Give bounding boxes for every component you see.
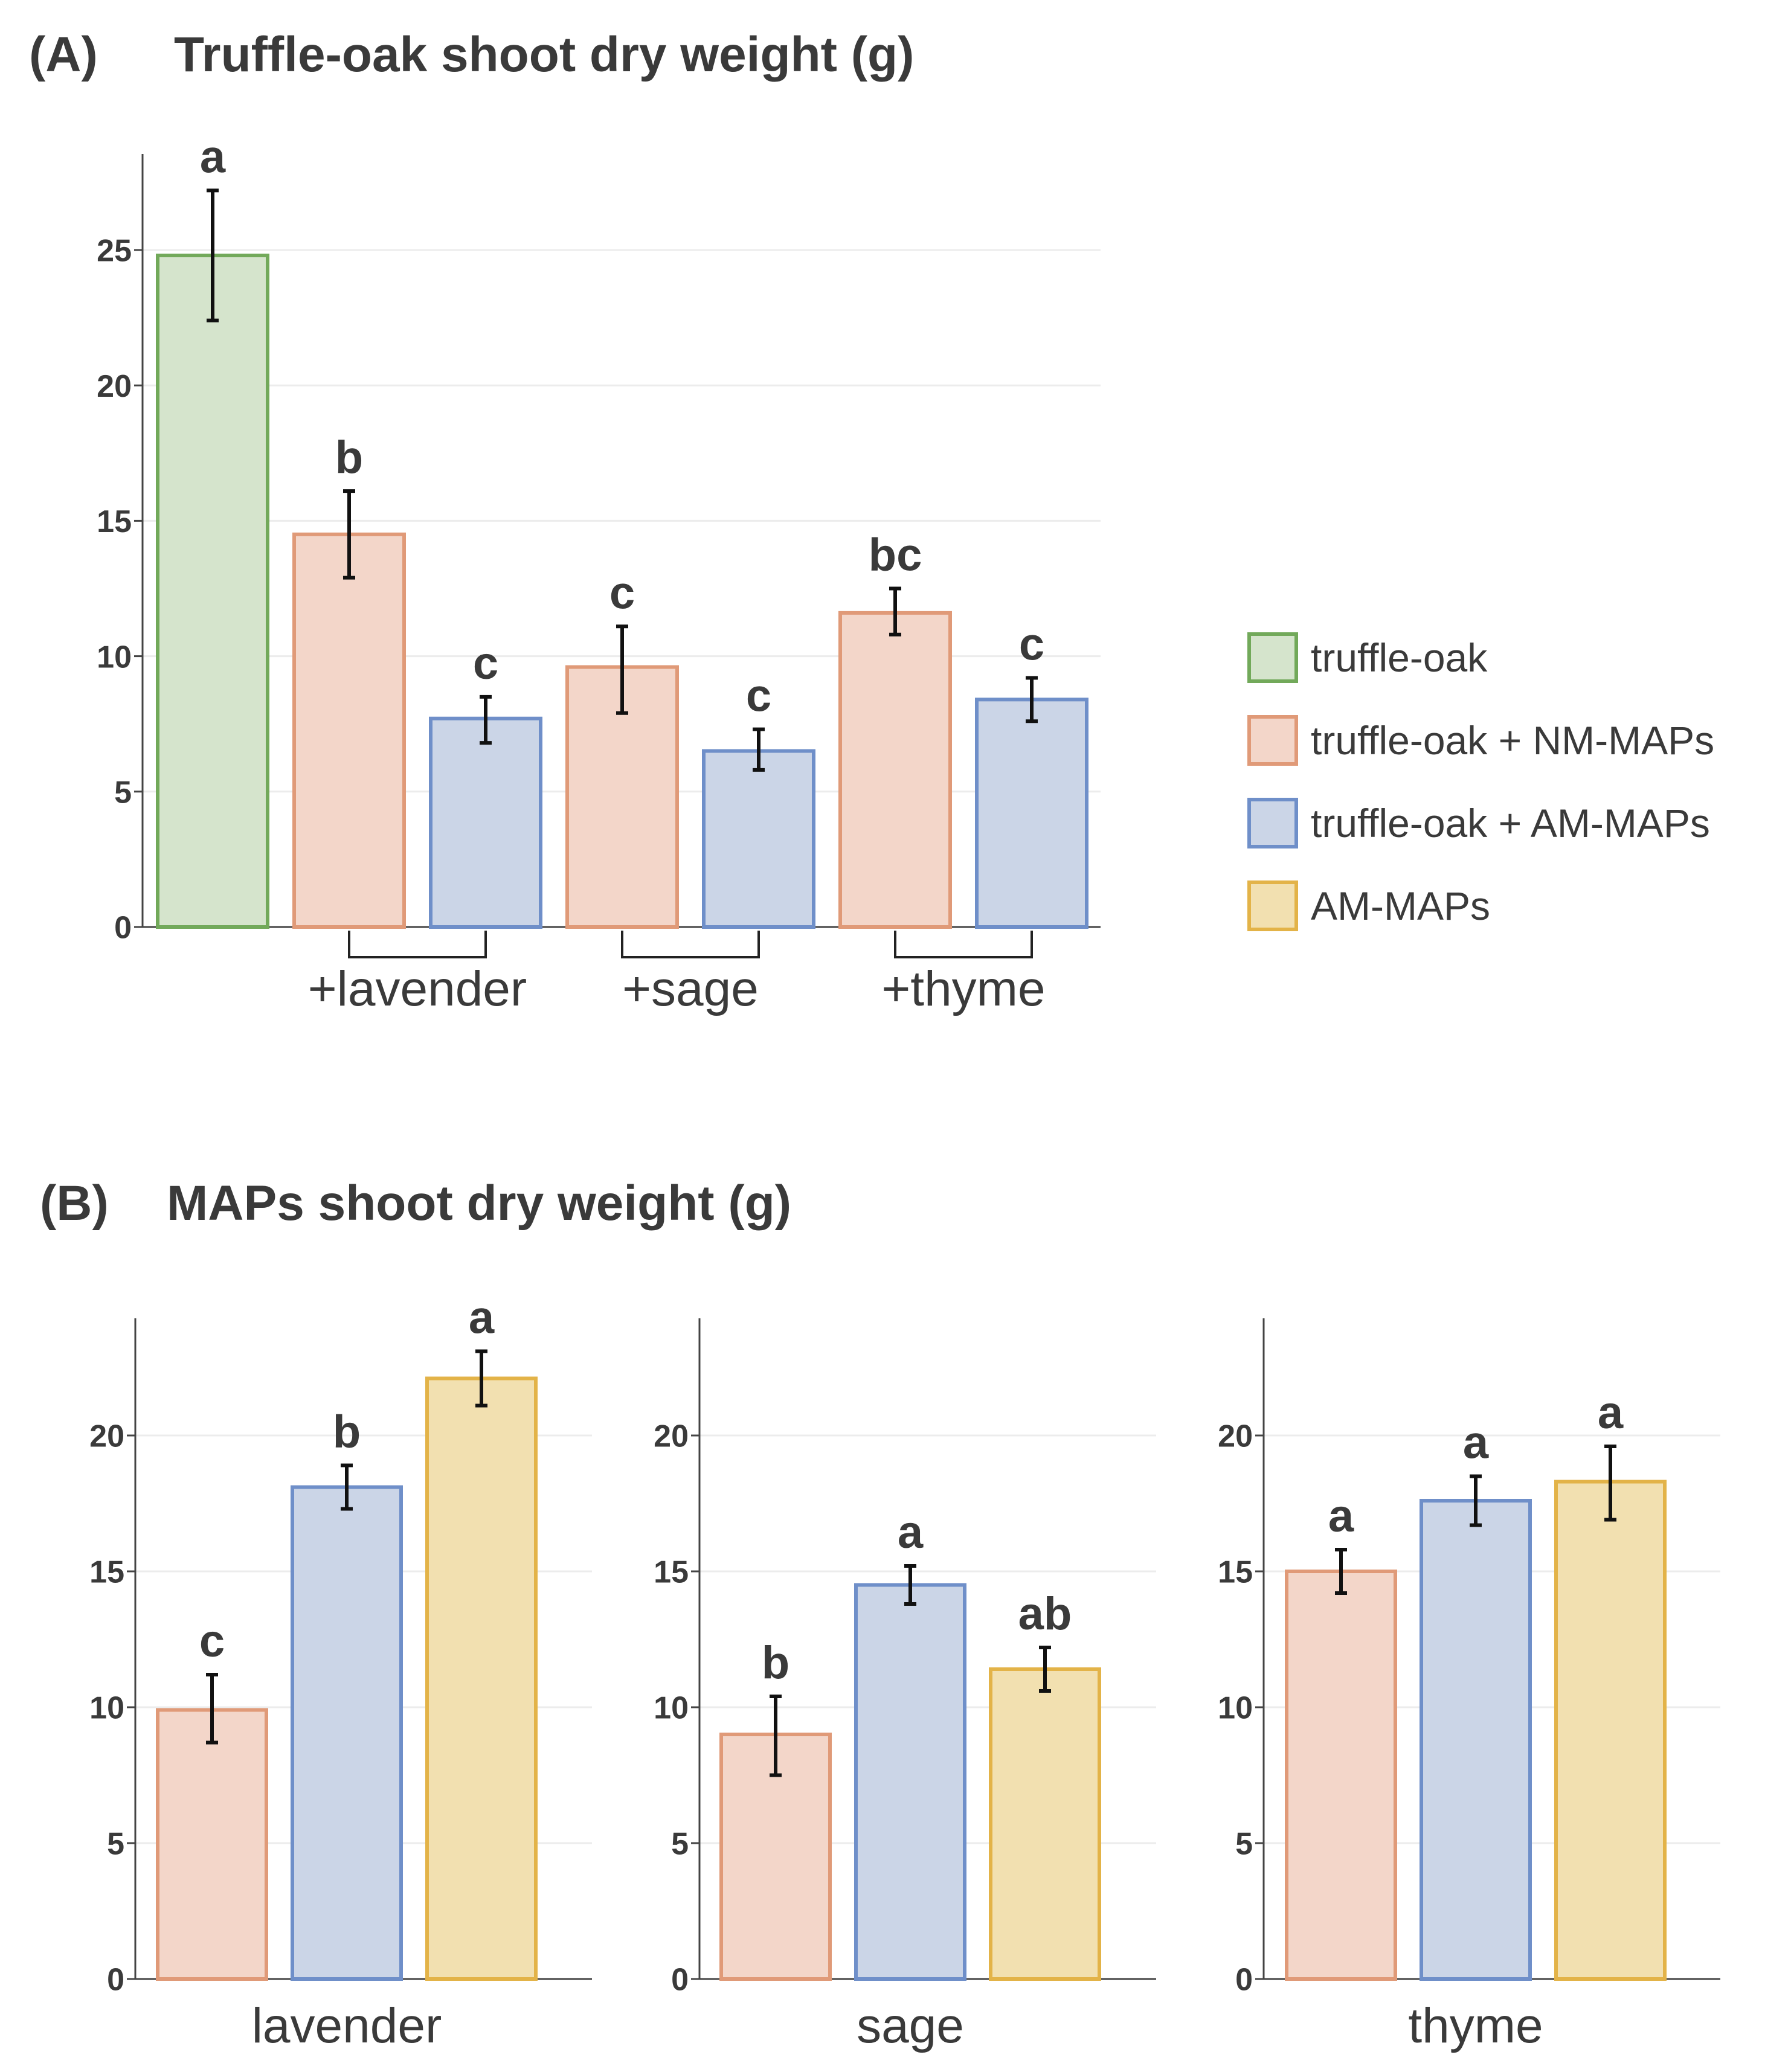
x-axis-label: lavender (252, 1998, 442, 2053)
bar (156, 253, 269, 929)
significance-label: bc (869, 530, 922, 581)
legend-swatch (1247, 880, 1298, 931)
significance-label: b (333, 1406, 361, 1458)
y-tick-label: 25 (97, 234, 132, 269)
bar (975, 698, 1088, 929)
significance-label: c (199, 1615, 225, 1667)
y-tick-label: 15 (654, 1555, 689, 1590)
bar (854, 1583, 966, 1981)
group-bracket (894, 931, 1033, 958)
panel-b-letter: (B) (40, 1176, 109, 1231)
x-group-label: +lavender (308, 961, 527, 1016)
legend-swatch (1247, 632, 1298, 683)
panel-a-title: Truffle-oak shoot dry weight (g) (174, 27, 914, 82)
bar (292, 532, 406, 929)
legend: truffle-oak truffle-oak + NM-MAPs truffle-… (1247, 632, 1714, 931)
x-group-label: +sage (622, 961, 759, 1016)
x-axis-label: thyme (1408, 1998, 1543, 2053)
panel-a: (A) Truffle-oak shoot dry weight (g) 0 5 1… (29, 27, 1101, 1016)
group-bracket (348, 931, 487, 958)
panel-b: (B) MAPs shoot dry weight (g) 0 5 10 15 20 c b… (40, 1176, 1720, 2053)
panel-a-letter: (A) (29, 27, 98, 82)
significance-label: c (609, 567, 635, 618)
panel-b-title: MAPs shoot dry weight (g) (167, 1176, 791, 1231)
y-tick-label: 15 (97, 504, 132, 539)
legend-label: truffle-oak (1311, 635, 1488, 680)
bar (156, 1708, 268, 1981)
y-tick-label: 20 (89, 1419, 124, 1454)
significance-label: a (469, 1292, 495, 1344)
y-tick-label: 10 (654, 1691, 689, 1726)
significance-label: c (473, 638, 498, 689)
y-tick-label: 10 (89, 1691, 124, 1726)
y-tick-label: 5 (114, 775, 132, 810)
bar (425, 1376, 538, 1981)
significance-label: b (335, 432, 363, 483)
bar (838, 611, 952, 929)
y-tick-label: 0 (114, 911, 132, 946)
y-tick-label: 5 (671, 1827, 689, 1862)
y-tick-label: 20 (97, 369, 132, 404)
subplot-sage: 0 5 10 15 20 b a ab sage (654, 1318, 1156, 2053)
significance-label: a (1463, 1417, 1489, 1469)
x-group-label: +thyme (881, 961, 1045, 1016)
y-tick-label: 0 (107, 1963, 124, 1998)
y-tick-label: 0 (671, 1963, 689, 1998)
group-bracket (621, 931, 760, 958)
significance-label: ab (1018, 1588, 1072, 1640)
legend-label: AM-MAPs (1311, 884, 1490, 928)
y-tick-label: 15 (1218, 1555, 1253, 1590)
bar (989, 1667, 1101, 1981)
y-tick-label: 20 (654, 1419, 689, 1454)
significance-label: a (898, 1507, 924, 1558)
significance-label: c (1019, 618, 1044, 670)
legend-swatch (1247, 798, 1298, 848)
y-tick-label: 5 (1235, 1827, 1253, 1862)
bar (719, 1733, 832, 1981)
bar (702, 749, 815, 929)
plot-b: 0 5 10 15 20 c b a lavender 0 5 10 15 20 b a ab sage 0 5 10 1… (89, 1292, 1720, 2053)
y-tick-label: 0 (1235, 1963, 1253, 1998)
significance-label: b (762, 1637, 789, 1689)
significance-label: a (1598, 1387, 1624, 1439)
bar (291, 1485, 403, 1981)
y-tick-label: 20 (1218, 1419, 1253, 1454)
legend-label: truffle-oak + AM-MAPs (1311, 801, 1710, 845)
bar (429, 716, 542, 929)
significance-label: c (746, 670, 771, 722)
significance-label: a (200, 131, 226, 182)
y-tick-label: 10 (97, 640, 132, 675)
y-tick-label: 10 (1218, 1691, 1253, 1726)
bar (1285, 1570, 1397, 1981)
legend-label: truffle-oak + NM-MAPs (1311, 718, 1714, 763)
y-tick-label: 15 (89, 1555, 124, 1590)
subplot-thyme: 0 5 10 15 20 a a a thyme (1218, 1318, 1720, 2053)
bar (1420, 1499, 1532, 1981)
subplot-lavender: 0 5 10 15 20 c b a lavender (89, 1292, 592, 2053)
bar (1554, 1480, 1667, 1981)
y-tick-label: 5 (107, 1827, 124, 1862)
significance-label: a (1328, 1490, 1354, 1542)
x-axis-label: sage (857, 1998, 964, 2053)
legend-swatch (1247, 715, 1298, 766)
